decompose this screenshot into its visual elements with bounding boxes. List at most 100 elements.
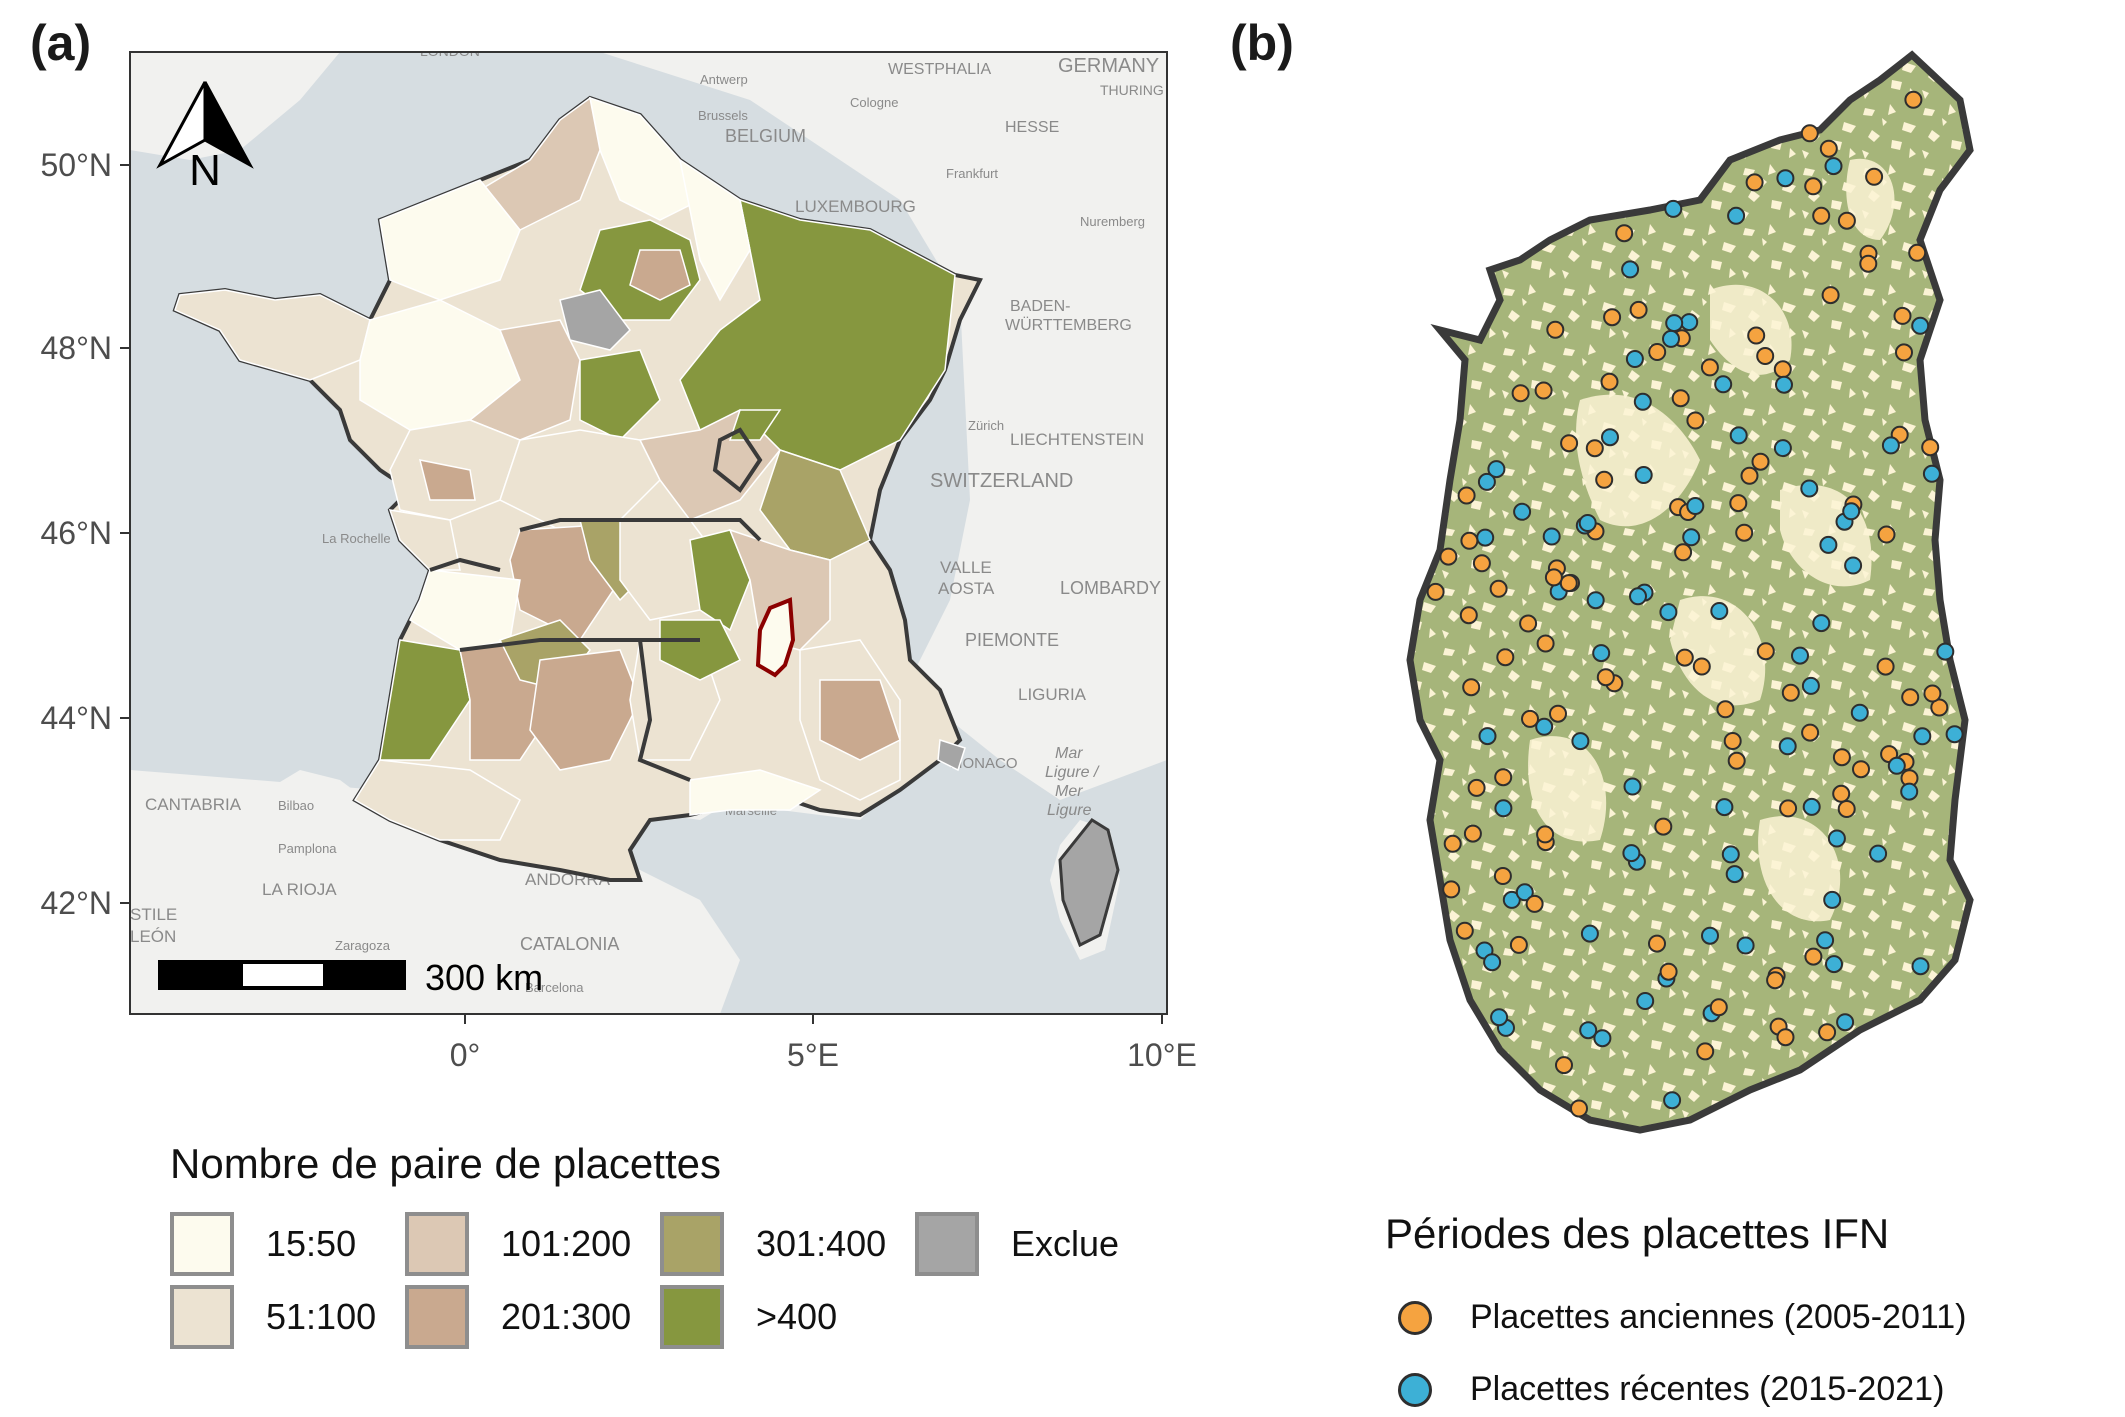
panel-a-label: (a) (30, 15, 92, 71)
lat-tick-48: 48°N (41, 330, 113, 366)
region (174, 289, 371, 381)
plot-point (1779, 799, 1798, 818)
plot-point (1509, 935, 1528, 954)
plot-point (1911, 316, 1930, 335)
plot-point (1869, 844, 1888, 863)
plot-point (1629, 300, 1648, 319)
plot-point (1716, 700, 1735, 719)
lon-axis: 0° 5°E 10°E (450, 1014, 1197, 1073)
plot-point (1804, 177, 1823, 196)
plot-point (1525, 894, 1544, 913)
basemap-label: HESSE (1005, 119, 1059, 136)
plot-point (1682, 528, 1701, 547)
plot-point (1593, 1029, 1612, 1048)
scale-bar-label: 300 km (425, 957, 543, 998)
basemap-label: Mar (1055, 745, 1083, 762)
plot-point (1778, 737, 1797, 756)
plot-point (1800, 479, 1819, 498)
legend-a-item: 15:50 (170, 1212, 356, 1276)
plot-point (1922, 464, 1941, 483)
plot-point (1710, 602, 1729, 620)
region (678, 158, 751, 302)
region (559, 289, 631, 351)
region (468, 319, 581, 441)
plot-point (1836, 1013, 1855, 1032)
plot-point (1460, 531, 1479, 550)
study-area-map (1380, 40, 2000, 1150)
legend-label-old: Placettes anciennes (2005-2011) (1470, 1298, 1967, 1336)
basemap-label: GERMANY (1058, 55, 1159, 77)
plot-point (1659, 962, 1678, 981)
plot-point (1832, 748, 1851, 767)
region (388, 509, 461, 571)
lat-axis: 50°N 48°N 46°N 44°N 42°N (41, 147, 130, 921)
plot-point (1625, 350, 1644, 368)
region (353, 759, 521, 841)
plot-point (1489, 579, 1508, 598)
plot-point (1701, 926, 1719, 945)
legend-a-item: 201:300 (405, 1285, 631, 1349)
plot-point (1595, 470, 1614, 489)
basemap-label: Mer (1055, 783, 1083, 800)
plot-point (1680, 313, 1699, 332)
basemap-label: Cologne (850, 95, 898, 110)
legend-swatch (405, 1212, 469, 1276)
basemap-label: LIECHTENSTEIN (1010, 430, 1144, 449)
basemap-label: Frankfurt (946, 166, 998, 181)
legend-b-title: Périodes des placettes IFN (1385, 1210, 1890, 1257)
plot-point (1727, 751, 1746, 770)
plot-point (1812, 206, 1831, 225)
basemap-label: Brussels (698, 108, 748, 123)
plot-point (1776, 1028, 1795, 1047)
plot-point (1476, 528, 1495, 547)
basemap-label: AOSTA (938, 579, 995, 598)
plot-point (1483, 953, 1502, 972)
basemap-label: BADEN- (1010, 298, 1070, 315)
plot-point (1596, 668, 1615, 687)
plot-point (1648, 934, 1666, 953)
plot-point (1580, 924, 1599, 943)
basemap-label: CATALONIA (520, 934, 619, 954)
plot-point (1578, 514, 1597, 532)
plot-point (1671, 389, 1690, 408)
plot-point (1729, 426, 1748, 445)
plot-point (1773, 439, 1792, 458)
lat-tick-46: 46°N (41, 515, 113, 551)
plot-point (1800, 124, 1819, 143)
basemap-label: VALLE (940, 558, 992, 577)
legend-label: 51:100 (266, 1296, 377, 1337)
plot-point (1930, 698, 1949, 717)
plot-point (1536, 634, 1555, 653)
plot-point (1824, 157, 1843, 176)
basemap-label: Pamplona (278, 841, 337, 856)
legend-a-item: >400 (660, 1285, 837, 1349)
region (589, 96, 702, 221)
nonforest-patch (1758, 816, 1841, 922)
nonforest-patch (1528, 736, 1607, 842)
basemap-label: SWITZERLAND (930, 470, 1073, 492)
spain-land (130, 770, 720, 1014)
plot-point (1622, 844, 1641, 863)
plot-point (1913, 727, 1932, 746)
plot-point (1663, 1091, 1682, 1110)
plot-point (1945, 725, 1964, 744)
plot-point (1674, 543, 1693, 562)
plot-point (1600, 372, 1619, 391)
legend-swatch (170, 1212, 234, 1276)
plot-point (1714, 375, 1733, 394)
legend-label: >400 (756, 1296, 838, 1337)
basemap-label: Ligure (1047, 802, 1092, 819)
region (418, 459, 476, 501)
legend-a-item: 51:100 (170, 1285, 376, 1349)
plot-point (1494, 799, 1513, 818)
basemap-label: Nuremberg (1080, 214, 1145, 229)
region (689, 529, 751, 632)
plot-point (1696, 1042, 1715, 1061)
plot-point (1487, 460, 1506, 479)
plot-point (1459, 606, 1478, 625)
plot-point (1664, 199, 1683, 218)
plot-point (1776, 169, 1795, 188)
plot-point (1901, 688, 1920, 707)
plot-point (1801, 676, 1820, 695)
legend-a-title: Nombre de paire de placettes (170, 1140, 721, 1187)
